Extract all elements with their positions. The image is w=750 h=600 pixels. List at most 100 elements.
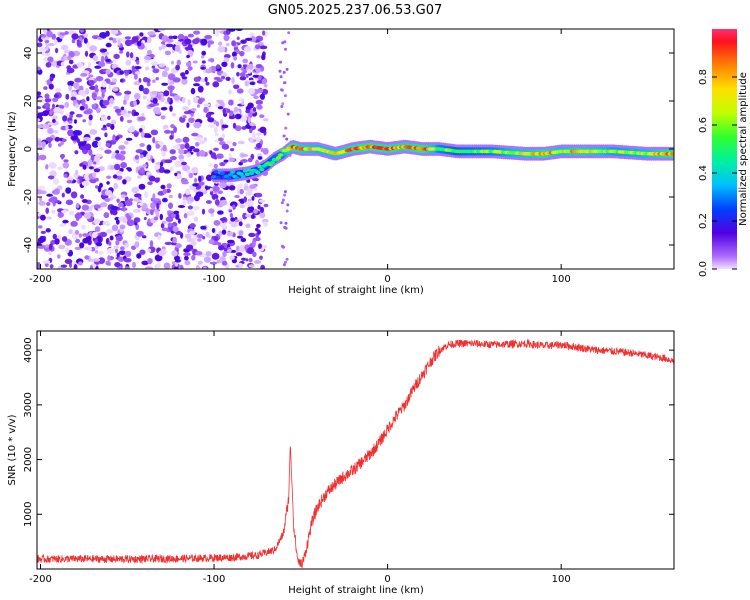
noise-cell (181, 161, 187, 166)
noise-cell (47, 56, 54, 63)
noise-cell (80, 194, 85, 199)
noise-cell (131, 186, 140, 194)
noise-cell (214, 132, 219, 137)
noise-cell (133, 208, 139, 213)
noise-cell (94, 218, 101, 225)
noise-cell (213, 220, 221, 226)
noise-cell (259, 114, 265, 118)
noise-cell (89, 166, 94, 170)
noise-cell (238, 97, 243, 102)
noise-cell (94, 84, 99, 91)
x-tick-label: 100 (552, 274, 571, 285)
noise-cell (182, 199, 187, 207)
noise-cell (215, 29, 220, 34)
noise-cell (47, 43, 55, 47)
noise-cell (239, 76, 247, 81)
noise-cell (215, 121, 220, 127)
noise-cell (46, 202, 51, 206)
noise-cell (74, 230, 80, 235)
noise-cell (126, 119, 133, 123)
noise-cell (150, 202, 156, 210)
noise-cell (67, 129, 74, 137)
noise-cell (187, 99, 191, 106)
noise-cell (105, 58, 111, 63)
noise-cell (195, 251, 203, 256)
noise-cell (81, 98, 86, 106)
noise-cell (53, 188, 60, 195)
noise-cell (116, 170, 123, 175)
noise-cell (62, 162, 70, 169)
noise-cell (40, 214, 46, 221)
noise-cell (172, 77, 181, 83)
noise-cell (64, 31, 69, 35)
noise-cell (187, 205, 193, 210)
noise-cell (95, 185, 99, 189)
noise-cell (102, 48, 107, 52)
noise-cell (285, 67, 289, 71)
noise-cell (255, 227, 259, 232)
noise-cell (82, 164, 87, 170)
noise-cell (78, 261, 83, 266)
noise-cell (160, 184, 166, 190)
colorbar-tick-label: 0.6 (698, 117, 709, 133)
noise-cell (110, 205, 119, 211)
noise-cell (76, 62, 84, 68)
noise-cell (152, 136, 156, 144)
noise-cell (198, 139, 206, 145)
noise-cell (177, 205, 186, 208)
noise-cell (205, 81, 210, 86)
noise-cell (284, 226, 288, 230)
noise-cell (218, 137, 224, 142)
noise-cell (81, 199, 88, 203)
noise-cell (256, 104, 263, 110)
snr-panel: -200 -100 0 100 1000 2000 3000 4000 Height of s… (7, 330, 675, 596)
noise-cell (99, 31, 107, 39)
noise-cell (145, 266, 153, 269)
noise-cell (75, 113, 83, 118)
noise-cell (240, 39, 247, 44)
signal-core (278, 153, 284, 157)
noise-cell (60, 210, 68, 213)
noise-cell (49, 110, 53, 116)
noise-cell (111, 64, 117, 69)
noise-cell (95, 76, 104, 82)
noise-cell (248, 87, 255, 95)
noise-cell (164, 241, 173, 246)
noise-cell (96, 107, 101, 113)
noise-cell (196, 233, 204, 239)
noise-cell (255, 88, 264, 94)
noise-cell (222, 108, 226, 115)
noise-cell (57, 211, 64, 218)
noise-cell (37, 153, 40, 161)
signal-core (240, 175, 246, 179)
noise-cell (283, 193, 287, 197)
noise-cell (193, 234, 198, 241)
noise-cell (186, 54, 191, 59)
noise-cell (214, 199, 220, 206)
noise-cell (259, 206, 265, 213)
noise-cell (94, 250, 99, 254)
noise-cell (255, 132, 262, 136)
colorbar-gradient (712, 29, 737, 269)
noise-cell (155, 111, 162, 115)
noise-cell (155, 143, 161, 149)
noise-cell (213, 147, 219, 151)
noise-cell (59, 223, 66, 227)
noise-cell (37, 118, 41, 122)
noise-cell (110, 119, 117, 126)
noise-cell (178, 149, 185, 155)
noise-cell (179, 264, 184, 269)
noise-cell (210, 152, 217, 159)
noise-cell (229, 213, 234, 218)
y-tick-label: 1000 (23, 502, 34, 527)
noise-cell (87, 159, 93, 165)
noise-cell (109, 235, 114, 241)
noise-cell (186, 61, 192, 67)
noise-cell (115, 219, 120, 225)
noise-cell (163, 90, 170, 97)
noise-cell (208, 163, 213, 167)
noise-cell (184, 233, 192, 239)
noise-cell (247, 247, 254, 255)
noise-cell (151, 90, 158, 95)
noise-cell (182, 106, 189, 111)
